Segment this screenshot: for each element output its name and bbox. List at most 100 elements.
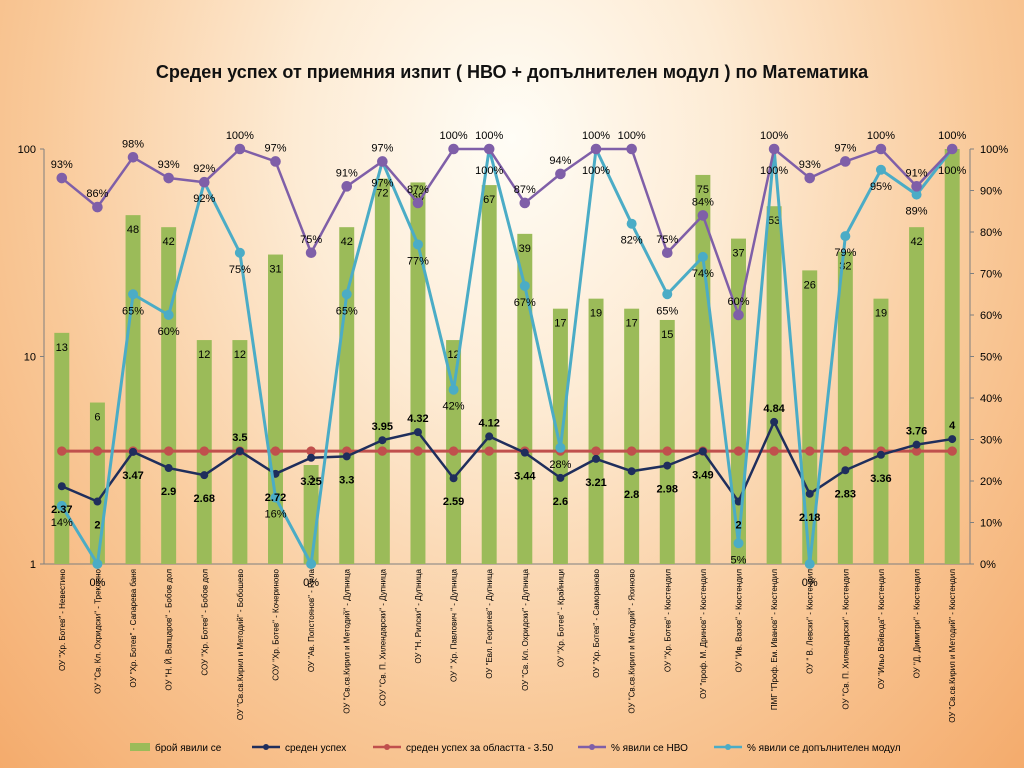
module-attendance-label: 100% xyxy=(938,165,966,177)
average-score-point xyxy=(378,436,387,445)
nvo-attendance-label: 93% xyxy=(799,159,821,171)
average-score-label: 2.68 xyxy=(194,493,215,505)
category-label: ОУ "проф. М. Дринов" - Кюстендил xyxy=(699,569,708,699)
module-attendance-point xyxy=(804,559,815,569)
category-label: ОУ "Ильо Войвода" - Кюстендил xyxy=(877,569,886,689)
bar-value-label: 19 xyxy=(875,308,887,320)
bar-value-label: 26 xyxy=(804,279,816,291)
bar-value-label: 13 xyxy=(56,342,68,354)
nvo-attendance-label: 75% xyxy=(656,234,678,246)
right-axis-tick-label: 20% xyxy=(980,476,1002,488)
right-axis-tick-label: 70% xyxy=(980,269,1002,281)
average-score-label: 3.95 xyxy=(372,421,393,433)
average-score-point xyxy=(912,440,921,449)
bar-value-label: 48 xyxy=(127,224,139,236)
nvo-attendance-point xyxy=(840,156,851,167)
legend-label: % явили се допълнителен модул xyxy=(747,743,901,754)
module-attendance-label: 95% xyxy=(870,181,892,193)
average-score-label: 3.5 xyxy=(232,432,247,444)
average-score-label: 2.18 xyxy=(799,512,820,524)
module-attendance-label: 14% xyxy=(51,517,73,529)
regional-average-point xyxy=(769,446,779,456)
nvo-attendance-point xyxy=(661,247,673,259)
module-attendance-label: 0% xyxy=(303,577,319,589)
regional-average-point xyxy=(484,446,494,456)
bar xyxy=(268,254,283,564)
left-axis-tick-label: 100 xyxy=(18,144,36,156)
bar-value-label: 31 xyxy=(269,264,281,276)
nvo-attendance-point xyxy=(590,143,602,155)
right-axis-tick-label: 50% xyxy=(980,352,1002,364)
chart-title: Среден успех от приемния изпит ( НВО + д… xyxy=(155,62,869,82)
nvo-attendance-point xyxy=(697,210,709,221)
right-axis-tick-label: 30% xyxy=(980,435,1002,447)
average-score-point xyxy=(57,482,66,491)
average-score-label: 2.83 xyxy=(835,488,856,500)
regional-average-point xyxy=(413,446,423,456)
average-score-point xyxy=(93,497,102,506)
bar-value-label: 6 xyxy=(94,412,100,424)
nvo-attendance-point xyxy=(875,143,887,155)
module-attendance-point xyxy=(662,289,673,300)
nvo-attendance-label: 92% xyxy=(193,163,215,175)
bar xyxy=(624,308,640,564)
bar xyxy=(909,227,925,564)
right-axis-tick-label: 10% xyxy=(980,518,1002,530)
bar-value-label: 19 xyxy=(590,308,602,320)
category-label: ОУ "Св.св.Кирил и Методий" - Бобошево xyxy=(236,568,245,720)
average-score-point xyxy=(556,473,565,482)
nvo-attendance-label: 93% xyxy=(158,159,180,171)
nvo-attendance-point xyxy=(270,156,281,167)
bar-value-label: 42 xyxy=(163,236,175,248)
average-score-point xyxy=(129,447,138,456)
regional-average-point xyxy=(57,446,67,456)
bar xyxy=(588,298,604,564)
nvo-attendance-point xyxy=(555,168,566,180)
regional-average-point xyxy=(163,446,174,456)
nvo-attendance-point xyxy=(946,143,958,155)
nvo-attendance-point xyxy=(234,143,246,155)
category-label: СОУ "Хр. Ботев" - Бобов дол xyxy=(200,569,209,676)
bar xyxy=(659,319,675,564)
average-score-label: 3.3 xyxy=(339,474,354,486)
legend-swatch-marker xyxy=(589,744,595,750)
nvo-attendance-label: 100% xyxy=(582,130,610,142)
average-score-label: 2.6 xyxy=(553,496,568,508)
module-attendance-label: 65% xyxy=(122,305,144,317)
average-score-label: 3.36 xyxy=(870,473,891,485)
legend-label: среден успех за областта - 3.50 xyxy=(406,742,554,754)
category-label: ОУ "Св. Кл. Охридски" - Трекляно xyxy=(93,568,102,693)
module-attendance-point xyxy=(448,384,459,395)
nvo-attendance-label: 60% xyxy=(727,296,749,308)
nvo-attendance-point xyxy=(911,181,922,192)
module-attendance-label: 28% xyxy=(549,459,571,471)
module-attendance-point xyxy=(163,310,174,320)
category-label: ОУ "Н. Й. Вапцаров" - Бобов дол xyxy=(165,569,174,691)
module-attendance-label: 16% xyxy=(264,509,286,521)
average-score-point xyxy=(663,461,672,470)
average-score-label: 3.76 xyxy=(906,426,927,438)
nvo-attendance-point xyxy=(519,197,531,209)
bar xyxy=(944,149,960,564)
module-attendance-point xyxy=(128,289,139,300)
category-label: ОУ "Св. Кл. Охридски" - Дупница xyxy=(521,568,530,690)
category-label: ОУ "Н. Рилски" - Дупница xyxy=(414,568,423,663)
average-score-point xyxy=(235,447,244,456)
bar xyxy=(766,206,782,564)
nvo-attendance-point xyxy=(198,176,210,188)
module-attendance-label: 79% xyxy=(834,247,856,259)
module-attendance-point xyxy=(341,289,352,300)
module-attendance-label: 92% xyxy=(193,193,215,205)
average-score-point xyxy=(413,428,422,437)
category-label: ОУ "Хр. Ботев" - Самораново xyxy=(592,568,601,677)
category-label: ОУ "Св.св.Кирил и Методий" - Кюстендил xyxy=(948,569,957,723)
left-axis-tick-label: 1 xyxy=(30,559,36,571)
nvo-attendance-point xyxy=(377,156,388,167)
nvo-attendance-point xyxy=(127,152,139,163)
regional-average-point xyxy=(591,446,601,456)
bar-value-label: 42 xyxy=(341,236,353,248)
module-attendance-label: 100% xyxy=(475,165,503,177)
nvo-attendance-point xyxy=(768,143,780,155)
average-score-label: 2 xyxy=(735,520,741,532)
